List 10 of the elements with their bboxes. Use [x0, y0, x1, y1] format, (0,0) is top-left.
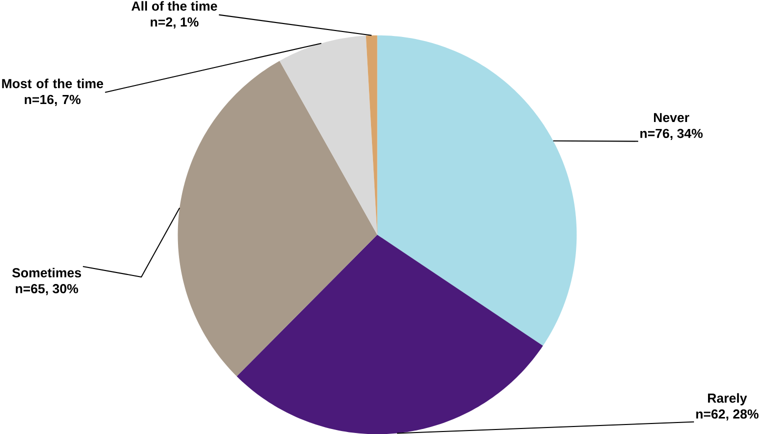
slice-label: Never — [654, 112, 690, 122]
slice-label: Sometimes — [12, 268, 82, 278]
data-label: n=16, 7% — [24, 94, 81, 106]
data-label: n=62, 28% — [696, 409, 759, 420]
slice-label: Rarely — [708, 393, 748, 406]
data-label: n=65, 30% — [16, 284, 78, 296]
slice-label: All of the time — [132, 1, 218, 11]
data-label: n=76, 34% — [640, 128, 703, 140]
data-label: n=2, 1% — [150, 17, 198, 28]
slice-label: Most of the time — [2, 78, 104, 88]
